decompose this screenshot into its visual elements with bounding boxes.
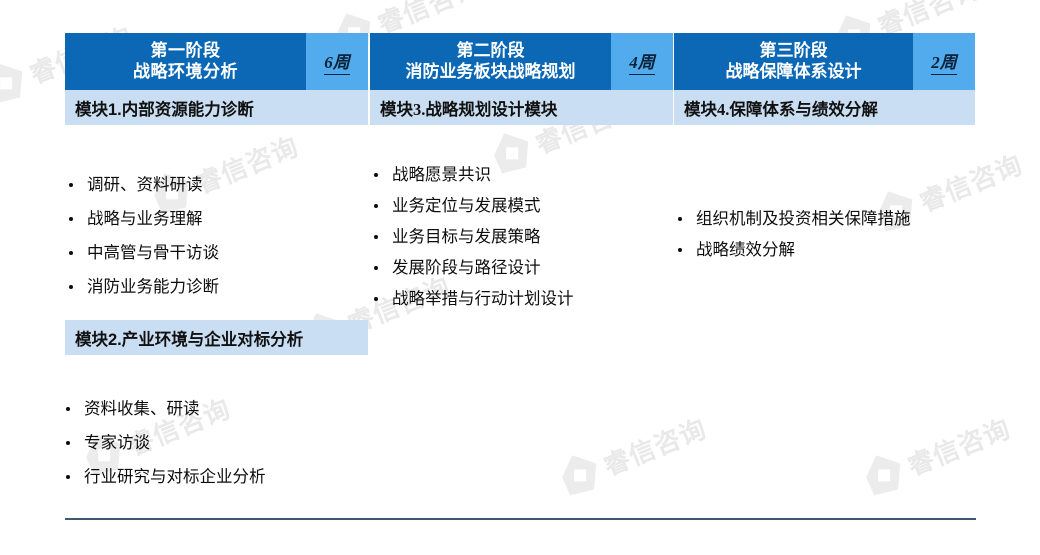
list-item: 行业研究与对标企业分析 bbox=[62, 460, 266, 494]
phase-title-1: 第一阶段 战略环境分析 bbox=[65, 33, 306, 90]
bullet-dot-icon bbox=[374, 296, 378, 301]
module-bar-3: 模块3.战略规划设计模块 bbox=[370, 90, 673, 125]
bullet-dot-icon bbox=[374, 172, 378, 177]
list-item: 消防业务能力诊断 bbox=[65, 270, 219, 304]
list-item: 战略举措与行动计划设计 bbox=[370, 283, 574, 314]
bullet-dot-icon bbox=[69, 285, 73, 289]
list-item: 发展阶段与路径设计 bbox=[370, 252, 574, 283]
list-item: 组织机制及投资相关保障措施 bbox=[674, 203, 911, 234]
bullet-dot-icon bbox=[374, 203, 378, 208]
module-3-bullet-list: 战略愿景共识 业务定位与发展模式 业务目标与发展策略 发展阶段与路径设计 战略举… bbox=[370, 159, 574, 314]
list-item: 专家访谈 bbox=[62, 426, 266, 460]
phase-weeks-badge-1: 6周 bbox=[306, 33, 368, 90]
module-2-bullet-list: 资料收集、研读 专家访谈 行业研究与对标企业分析 bbox=[62, 392, 266, 494]
list-item: 业务定位与发展模式 bbox=[370, 190, 574, 221]
phase-weeks-badge-3: 2周 bbox=[913, 33, 975, 90]
list-item: 战略愿景共识 bbox=[370, 159, 574, 190]
bullet-dot-icon bbox=[678, 216, 682, 221]
phase-header-2: 第二阶段 消防业务板块战略规划 4周 bbox=[370, 33, 673, 90]
bullet-dot-icon bbox=[374, 234, 378, 239]
list-item-label: 消防业务能力诊断 bbox=[87, 277, 219, 296]
list-item-label: 调研、资料研读 bbox=[87, 175, 203, 194]
list-item-label: 战略举措与行动计划设计 bbox=[392, 289, 574, 308]
bullet-dot-icon bbox=[69, 217, 73, 221]
phase-header-3: 第三阶段 战略保障体系设计 2周 bbox=[674, 33, 975, 90]
phase-title-line2: 战略保障体系设计 bbox=[725, 61, 862, 81]
list-item-label: 发展阶段与路径设计 bbox=[392, 258, 541, 277]
module-bar-2: 模块2.产业环境与企业对标分析 bbox=[65, 320, 368, 355]
phase-weeks-value: 4周 bbox=[629, 48, 655, 75]
phase-weeks-value: 2周 bbox=[931, 48, 957, 75]
bullet-dot-icon bbox=[69, 251, 73, 255]
phase-title-line1: 第一阶段 bbox=[150, 40, 221, 60]
list-item-label: 业务目标与发展策略 bbox=[392, 227, 541, 246]
phase-title-line1: 第二阶段 bbox=[456, 40, 525, 60]
phase-title-2: 第二阶段 消防业务板块战略规划 bbox=[370, 33, 611, 90]
list-item-label: 组织机制及投资相关保障措施 bbox=[696, 209, 911, 228]
phase-weeks-badge-2: 4周 bbox=[611, 33, 673, 90]
phase-column-3: 第三阶段 战略保障体系设计 2周 模块4.保障体系与绩效分解 bbox=[674, 33, 975, 125]
module-2-bar-wrapper: 模块2.产业环境与企业对标分析 bbox=[65, 320, 368, 355]
list-item-label: 资料收集、研读 bbox=[84, 400, 200, 418]
module-4-bullet-list: 组织机制及投资相关保障措施 战略绩效分解 bbox=[674, 203, 911, 265]
bullet-dot-icon bbox=[66, 407, 70, 411]
list-item: 战略绩效分解 bbox=[674, 234, 911, 265]
module-bar-4: 模块4.保障体系与绩效分解 bbox=[674, 90, 975, 125]
list-item-label: 战略与业务理解 bbox=[87, 209, 203, 228]
bullet-dot-icon bbox=[374, 265, 378, 270]
list-item-label: 行业研究与对标企业分析 bbox=[84, 468, 266, 486]
list-item-label: 业务定位与发展模式 bbox=[392, 196, 541, 215]
phase-title-line1: 第三阶段 bbox=[759, 40, 828, 60]
bullet-dot-icon bbox=[66, 441, 70, 445]
list-item: 资料收集、研读 bbox=[62, 392, 266, 426]
phase-title-line2: 战略环境分析 bbox=[133, 61, 238, 81]
bottom-divider bbox=[65, 518, 976, 520]
list-item-label: 战略愿景共识 bbox=[392, 165, 491, 184]
list-item: 业务目标与发展策略 bbox=[370, 221, 574, 252]
list-item: 中高管与骨干访谈 bbox=[65, 236, 219, 270]
phase-column-2: 第二阶段 消防业务板块战略规划 4周 模块3.战略规划设计模块 bbox=[370, 33, 673, 125]
module-1-bullet-list: 调研、资料研读 战略与业务理解 中高管与骨干访谈 消防业务能力诊断 bbox=[65, 168, 219, 304]
list-item-label: 专家访谈 bbox=[84, 434, 150, 452]
phase-column-1: 第一阶段 战略环境分析 6周 模块1.内部资源能力诊断 bbox=[65, 33, 368, 125]
list-item: 调研、资料研读 bbox=[65, 168, 219, 202]
list-item-label: 中高管与骨干访谈 bbox=[87, 243, 219, 262]
phase-title-line2: 消防业务板块战略规划 bbox=[405, 61, 576, 81]
phase-weeks-value: 6周 bbox=[324, 48, 350, 75]
phase-title-3: 第三阶段 战略保障体系设计 bbox=[674, 33, 913, 90]
list-item-label: 战略绩效分解 bbox=[696, 240, 795, 259]
phase-header-1: 第一阶段 战略环境分析 6周 bbox=[65, 33, 368, 90]
bullet-dot-icon bbox=[66, 475, 70, 479]
list-item: 战略与业务理解 bbox=[65, 202, 219, 236]
bullet-dot-icon bbox=[69, 183, 73, 187]
module-bar-1: 模块1.内部资源能力诊断 bbox=[65, 90, 368, 125]
bullet-dot-icon bbox=[678, 247, 682, 252]
